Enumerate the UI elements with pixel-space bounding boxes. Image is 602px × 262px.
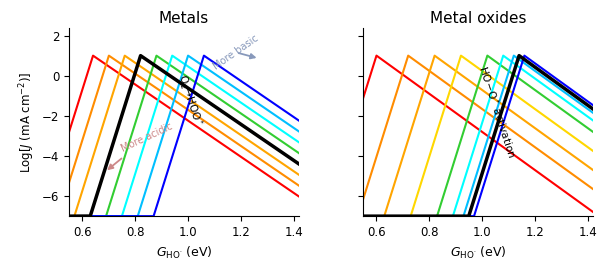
Text: More basic: More basic (212, 33, 261, 72)
Text: $\mathrm{O_2\!\rightarrow\!HOO^*}$: $\mathrm{O_2\!\rightarrow\!HOO^*}$ (173, 72, 205, 128)
X-axis label: $G_{\mathrm{HO^{\cdot}}}$ (eV): $G_{\mathrm{HO^{\cdot}}}$ (eV) (156, 244, 213, 260)
Title: Metal oxides: Metal oxides (430, 11, 526, 26)
Title: Metals: Metals (159, 11, 209, 26)
Text: $\mathrm{HO\!-\!O^*}$ activation: $\mathrm{HO\!-\!O^*}$ activation (477, 64, 520, 160)
X-axis label: $G_{\mathrm{HO^{\cdot}}}$ (eV): $G_{\mathrm{HO^{\cdot}}}$ (eV) (450, 244, 506, 260)
Text: More acidic: More acidic (108, 121, 175, 169)
Y-axis label: Log[$J$ (mA cm$^{-2}$)]: Log[$J$ (mA cm$^{-2}$)] (17, 71, 37, 173)
